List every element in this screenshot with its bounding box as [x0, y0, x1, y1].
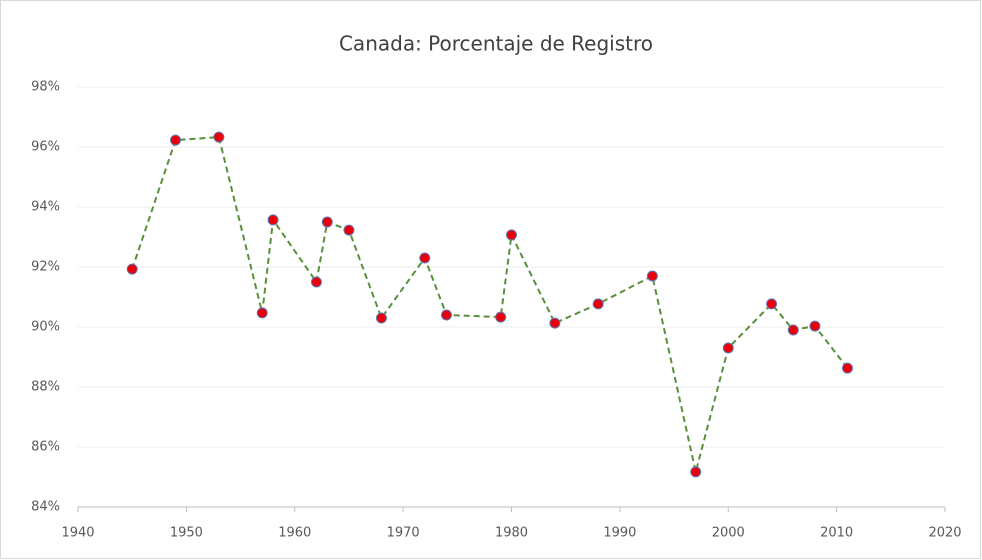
- data-point: [592, 298, 604, 310]
- data-point: [343, 224, 355, 236]
- chart-title: Canada: Porcentaje de Registro: [339, 32, 653, 56]
- data-point: [495, 311, 507, 323]
- data-point: [690, 466, 702, 478]
- data-point: [375, 312, 387, 324]
- x-tick-label: 1940: [61, 526, 94, 541]
- y-tick-label: 92%: [31, 260, 60, 275]
- data-point: [787, 324, 799, 336]
- y-tick-label: 98%: [31, 80, 60, 95]
- x-tick-label: 1990: [603, 526, 636, 541]
- y-tick-label: 94%: [31, 200, 60, 215]
- data-point: [310, 276, 322, 288]
- x-tick-label: 2020: [928, 526, 961, 541]
- data-point: [170, 134, 182, 146]
- y-tick-label: 86%: [31, 440, 60, 455]
- data-point: [646, 270, 658, 282]
- y-tick-label: 88%: [31, 380, 60, 395]
- y-tick-label: 84%: [31, 500, 60, 515]
- data-point: [419, 252, 431, 264]
- x-tick-label: 2010: [820, 526, 853, 541]
- y-tick-label: 96%: [31, 140, 60, 155]
- x-tick-label: 1960: [278, 526, 311, 541]
- data-point: [213, 131, 225, 143]
- x-tick-label: 1970: [387, 526, 420, 541]
- data-point: [267, 214, 279, 226]
- data-point: [256, 307, 268, 319]
- x-tick-label: 1980: [495, 526, 528, 541]
- data-point: [549, 317, 561, 329]
- data-point: [506, 229, 517, 241]
- x-tick-label: 1950: [170, 526, 203, 541]
- data-point: [809, 320, 821, 332]
- x-tick-label: 2000: [712, 526, 745, 541]
- data-point: [841, 362, 853, 374]
- data-point: [440, 309, 452, 321]
- y-tick-label: 90%: [31, 320, 60, 335]
- data-point: [766, 298, 778, 310]
- data-point: [321, 216, 333, 228]
- data-point: [126, 263, 138, 275]
- data-point: [722, 342, 734, 354]
